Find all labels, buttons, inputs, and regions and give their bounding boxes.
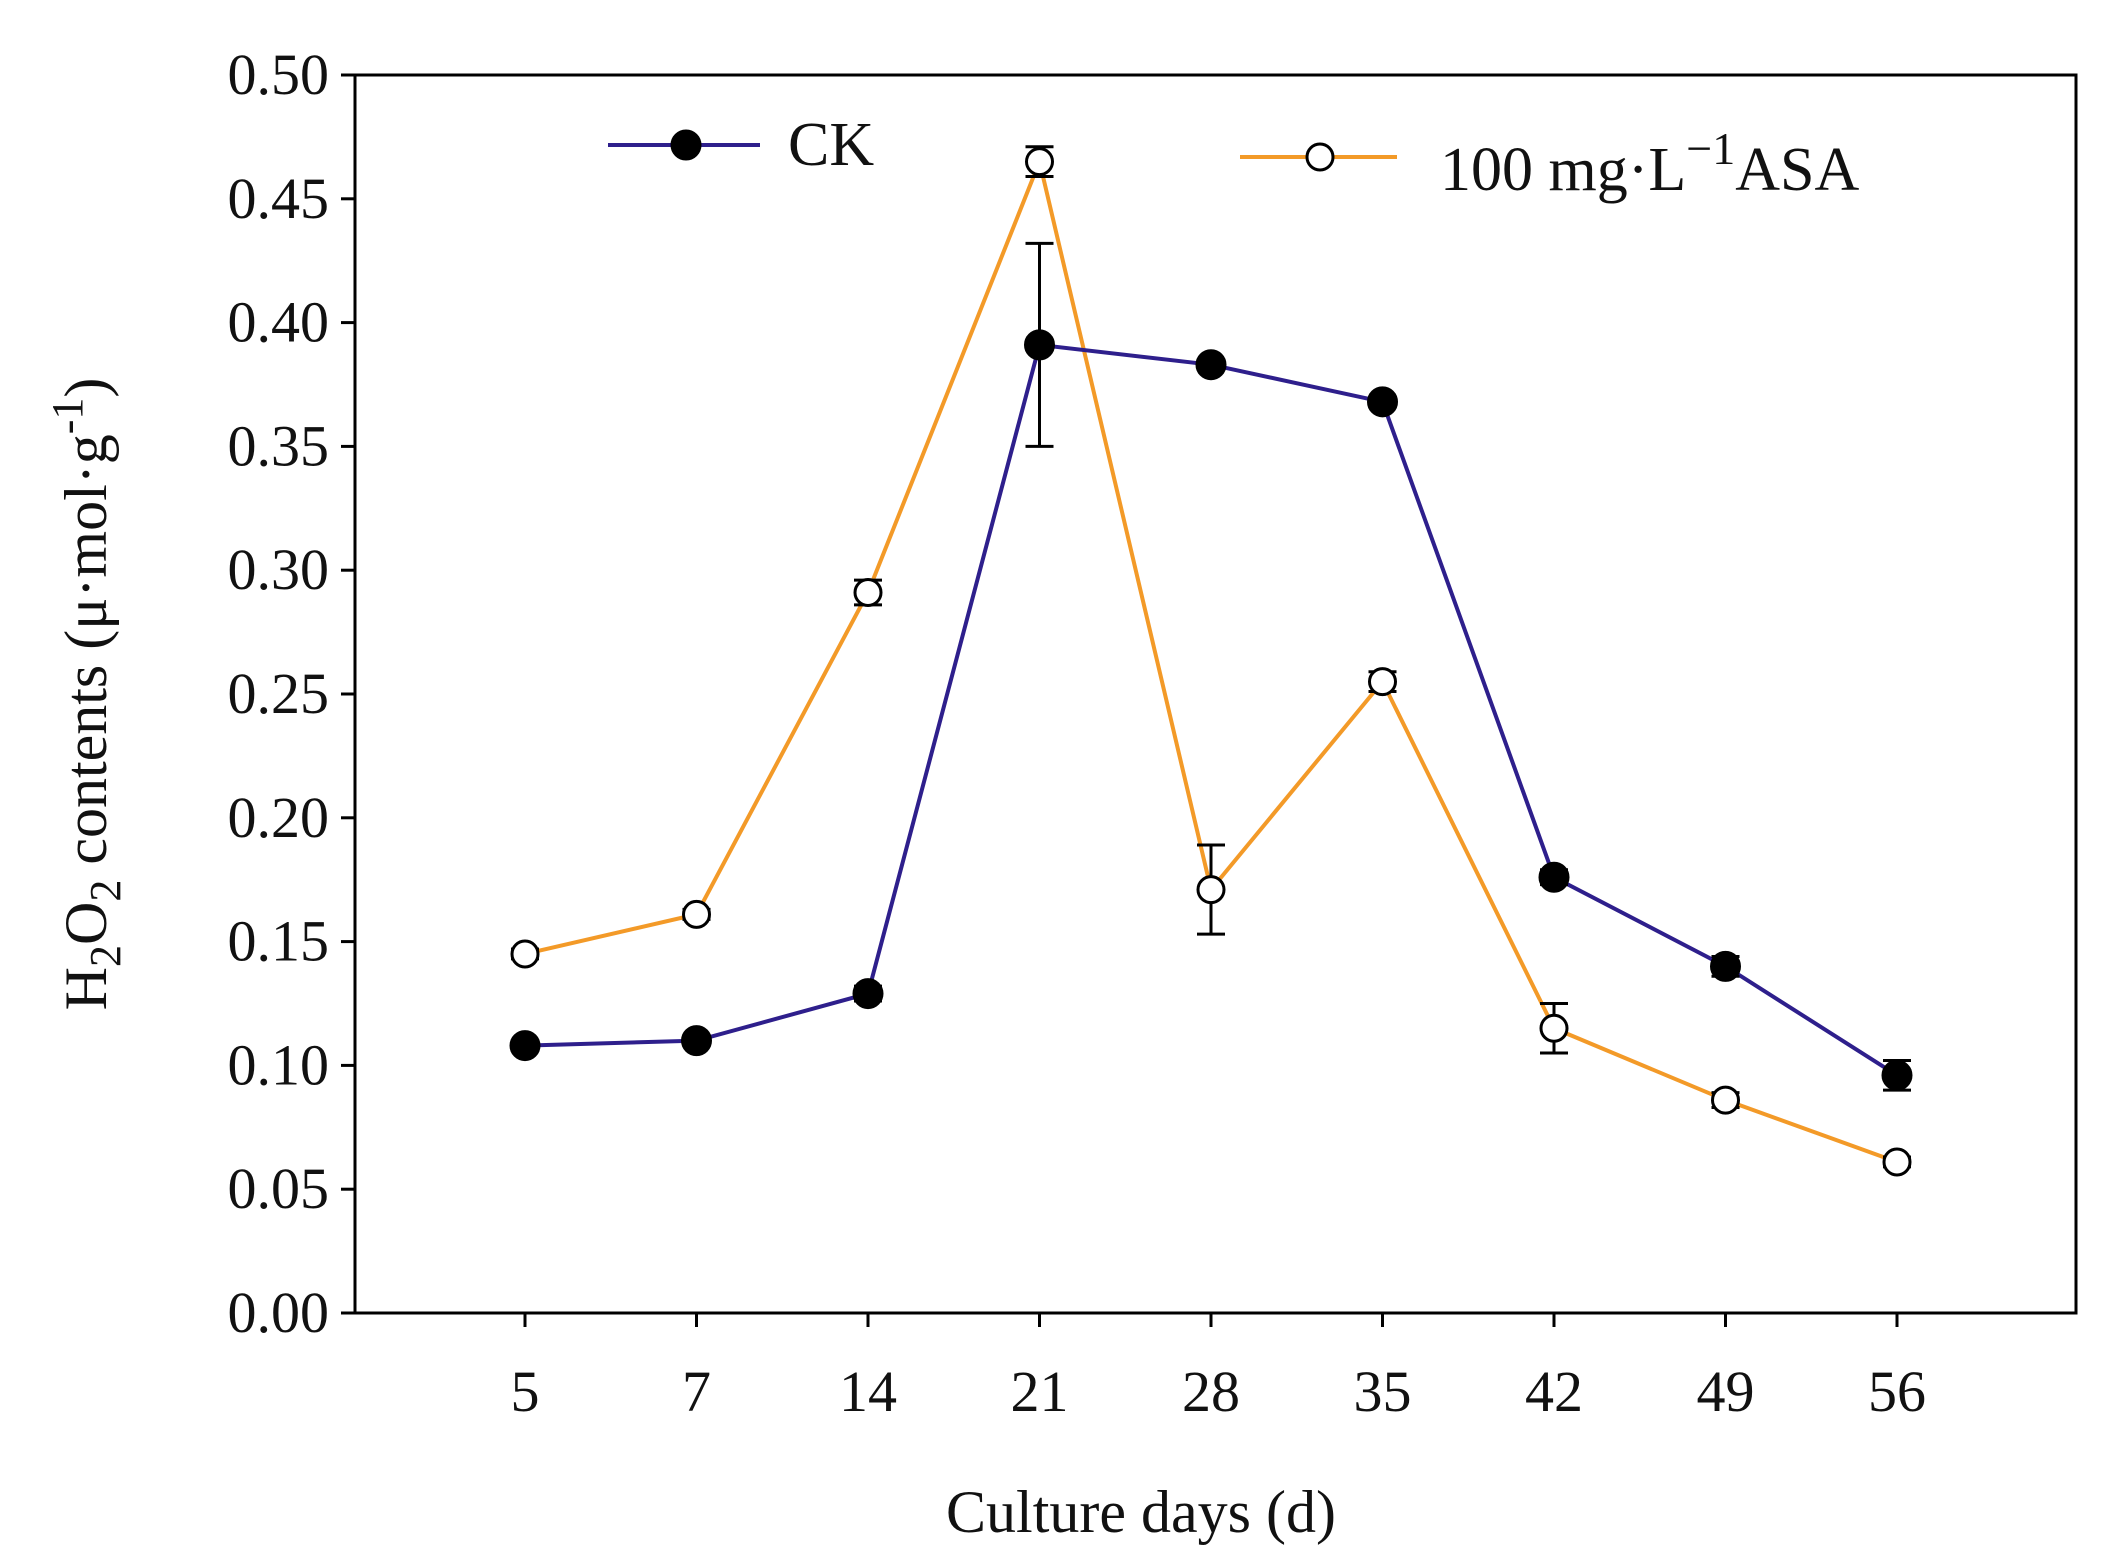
x-axis: 5 7 14 21 28 35 42 49 56 [511,1313,1926,1424]
y-tick-label: 0.35 [228,413,330,478]
y-tick-label: 0.20 [228,785,330,850]
data-point-ck [1195,349,1227,381]
y-tick-label: 0.45 [228,166,330,231]
y-title-sub1: 2 [81,945,130,967]
legend-label-ck: CK [788,111,874,179]
x-tick-label: 14 [839,1359,897,1424]
x-tick-label: 35 [1354,1359,1412,1424]
x-tick-label: 5 [511,1359,540,1424]
legend-asa-post: ASA [1735,136,1859,204]
series-layer [509,145,1913,1177]
data-point-asa [1196,875,1226,905]
data-point-asa [1539,1013,1569,1043]
legend-marker-asa [1305,142,1335,172]
data-point-asa [853,577,883,607]
x-tick-label: 21 [1011,1359,1069,1424]
y-tick-label: 0.05 [228,1156,330,1221]
series-line-asa [524,155,1898,1164]
x-tick-label: 42 [1525,1359,1583,1424]
data-point-ck [1367,386,1398,418]
y-title-h: H [53,967,119,1010]
y-title-close: ) [53,378,119,398]
data-point-asa [1025,147,1054,177]
series-line-ck [524,342,1899,1077]
y-title-text: contents (μ·mol·g [53,434,119,879]
data-point-asa [682,899,711,929]
y-tick-label: 0.30 [228,537,330,602]
data-point-asa [1368,667,1397,697]
legend: CK 100 mg·L−1ASA [608,111,1859,204]
data-point-asa [1882,1147,1912,1177]
plot-frame [353,73,2078,1315]
y-tick-label: 0.15 [228,909,330,974]
x-tick-label: 7 [682,1359,711,1424]
x-tick-label: 56 [1868,1359,1926,1424]
data-point-asa [510,939,540,969]
y-title-sub2: 2 [81,880,130,902]
data-point-ck [1024,329,1055,361]
series-asa [510,145,1912,1177]
y-axis: 0.00 0.05 0.10 0.15 0.20 0.25 0.30 0.35 0.40 0.45… [228,42,355,1345]
legend-marker-ck [670,129,702,161]
y-title-sup: -1 [43,398,92,435]
y-tick-label: 0.00 [228,1280,330,1345]
y-tick-label: 0.40 [228,290,330,355]
x-axis-title: Culture days (d) [946,1479,1336,1545]
legend-asa-pre: 100 mg·L [1440,136,1686,204]
data-point-ck [1538,861,1570,893]
y-axis-title: H2O2 contents (μ·mol·g-1) [43,378,130,1011]
data-point-ck [1710,950,1741,982]
legend-label-asa: 100 mg·L−1ASA [1440,123,1859,204]
series-ck [509,241,1913,1092]
y-tick-label: 0.25 [228,661,330,726]
y-tick-label: 0.50 [228,42,330,107]
data-point-ck [852,978,884,1010]
data-point-ck [1881,1059,1913,1091]
data-point-ck [681,1025,712,1057]
y-title-o: O [53,902,119,945]
x-tick-label: 49 [1697,1359,1755,1424]
y-tick-label: 0.10 [228,1032,330,1097]
x-tick-label: 28 [1182,1359,1240,1424]
legend-asa-sup: −1 [1686,123,1735,174]
data-point-ck [509,1030,541,1062]
data-point-asa [1711,1085,1740,1115]
